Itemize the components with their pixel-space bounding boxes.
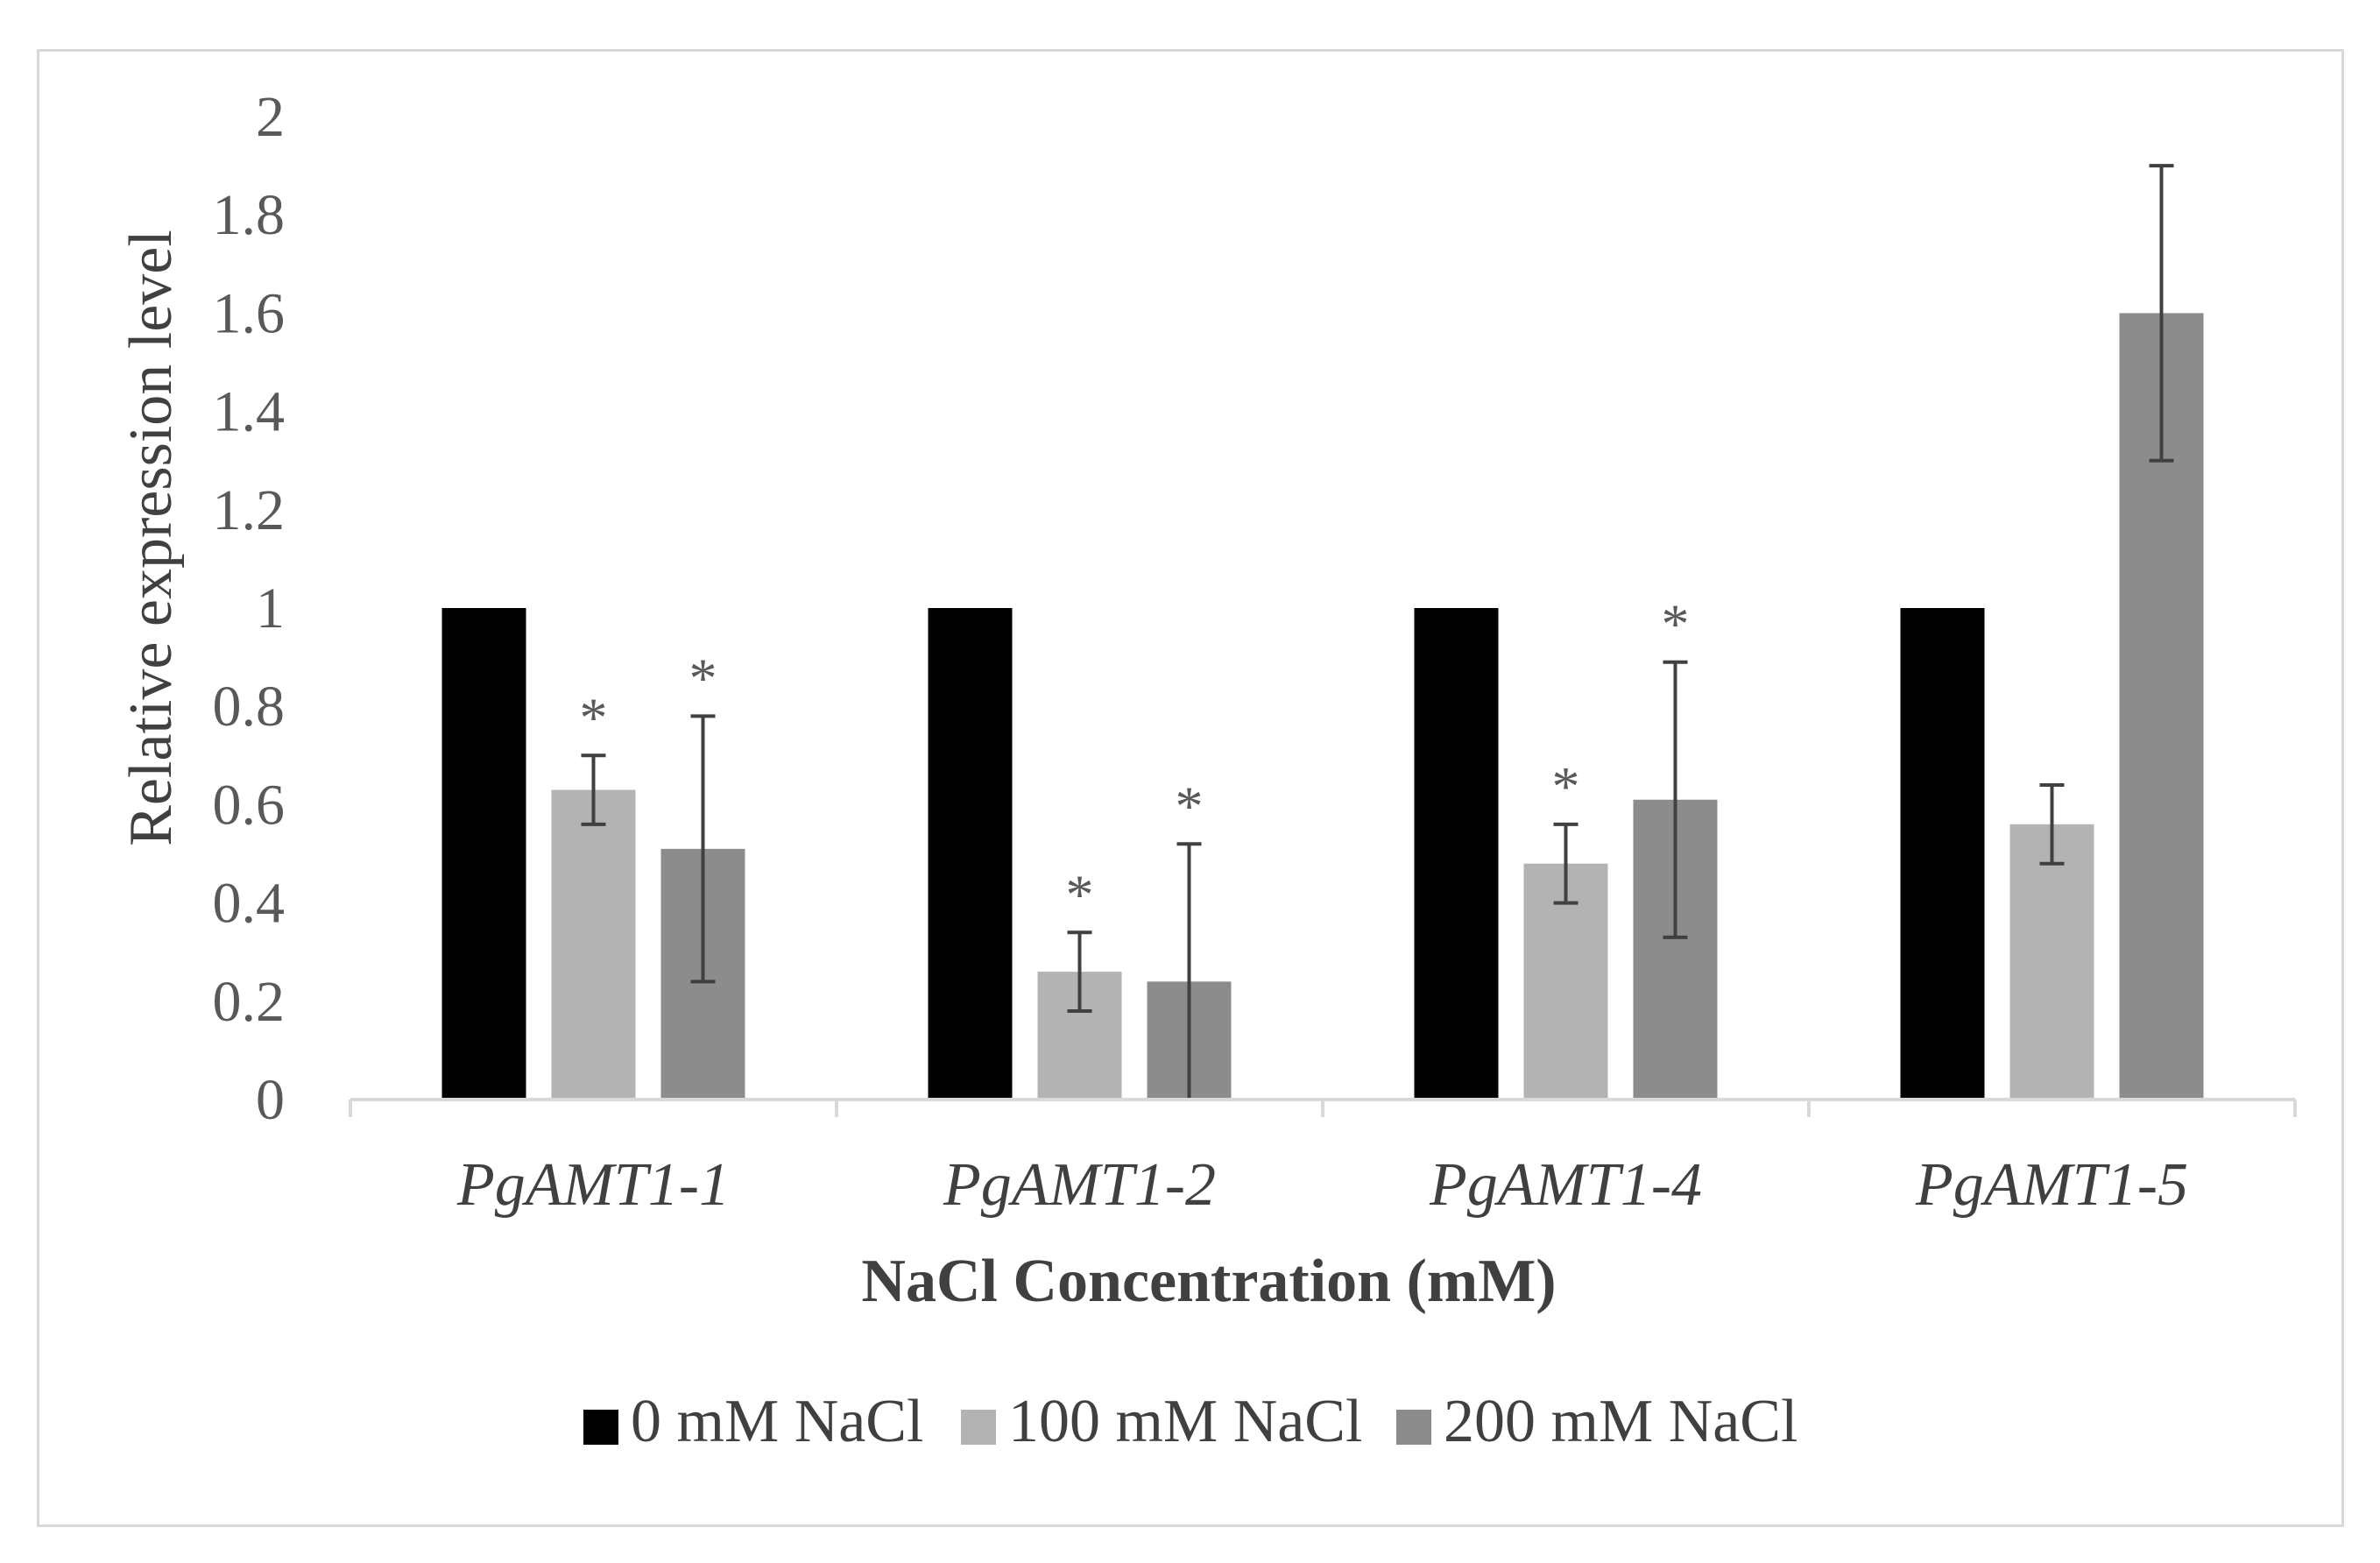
category-label: PgAMT1-5 xyxy=(1915,1151,2188,1219)
bar xyxy=(1900,608,1985,1100)
category-label: PgAMT1-2 xyxy=(943,1151,1216,1219)
y-tick-label: 1.6 xyxy=(213,281,286,345)
legend-swatch xyxy=(583,1410,618,1445)
y-tick-label: 1.2 xyxy=(213,478,286,542)
bar xyxy=(1414,608,1499,1100)
category-label: PgAMT1-4 xyxy=(1429,1151,1702,1219)
y-tick-label: 0.6 xyxy=(213,773,286,837)
error-bars xyxy=(581,164,2174,1101)
y-tick-label: 0.8 xyxy=(213,675,286,739)
x-axis xyxy=(349,1098,2297,1117)
bars xyxy=(441,313,2204,1100)
y-tick-label: 1 xyxy=(256,576,285,640)
legend-swatch xyxy=(961,1410,996,1445)
legend-label: 200 mM NaCl xyxy=(1444,1388,1797,1455)
bar xyxy=(2009,824,2094,1100)
y-axis-title: Relative expression level xyxy=(117,230,185,846)
bar xyxy=(551,789,636,1100)
legend: 0 mM NaCl 100 mM NaCl 200 mM NaCl xyxy=(583,1388,1797,1455)
y-tick-label: 0.2 xyxy=(213,970,286,1034)
y-tick-label: 2 xyxy=(256,85,285,149)
x-axis-title: NaCl Concentration (mM) xyxy=(861,1248,1556,1315)
significance-asterisk: * xyxy=(580,686,608,748)
significance-asterisk: * xyxy=(1552,755,1580,817)
category-label: PgAMT1-1 xyxy=(456,1151,730,1219)
significance-asterisk: * xyxy=(689,647,717,709)
legend-label: 100 mM NaCl xyxy=(1008,1388,1362,1455)
y-tick-label: 0.4 xyxy=(213,872,286,936)
y-tick-label: 1.4 xyxy=(213,380,286,444)
y-axis-ticks: 0 0.2 0.4 0.6 0.8 1 1.2 1.4 1.6 1.8 2 xyxy=(213,85,286,1132)
y-tick-label: 1.8 xyxy=(213,183,286,247)
category-labels: PgAMT1-1 PgAMT1-2 PgAMT1-4 PgAMT1-5 xyxy=(456,1151,2188,1219)
significance-asterisk: * xyxy=(1066,863,1094,925)
bar xyxy=(928,608,1013,1100)
significance-asterisk: * xyxy=(1176,774,1204,837)
bar xyxy=(441,608,526,1100)
significance-asterisk: * xyxy=(1662,593,1690,655)
y-tick-label: 0 xyxy=(256,1068,285,1132)
legend-label: 0 mM NaCl xyxy=(631,1388,923,1455)
legend-swatch xyxy=(1396,1410,1431,1445)
significance-markers: * * * * * * xyxy=(580,593,1690,926)
